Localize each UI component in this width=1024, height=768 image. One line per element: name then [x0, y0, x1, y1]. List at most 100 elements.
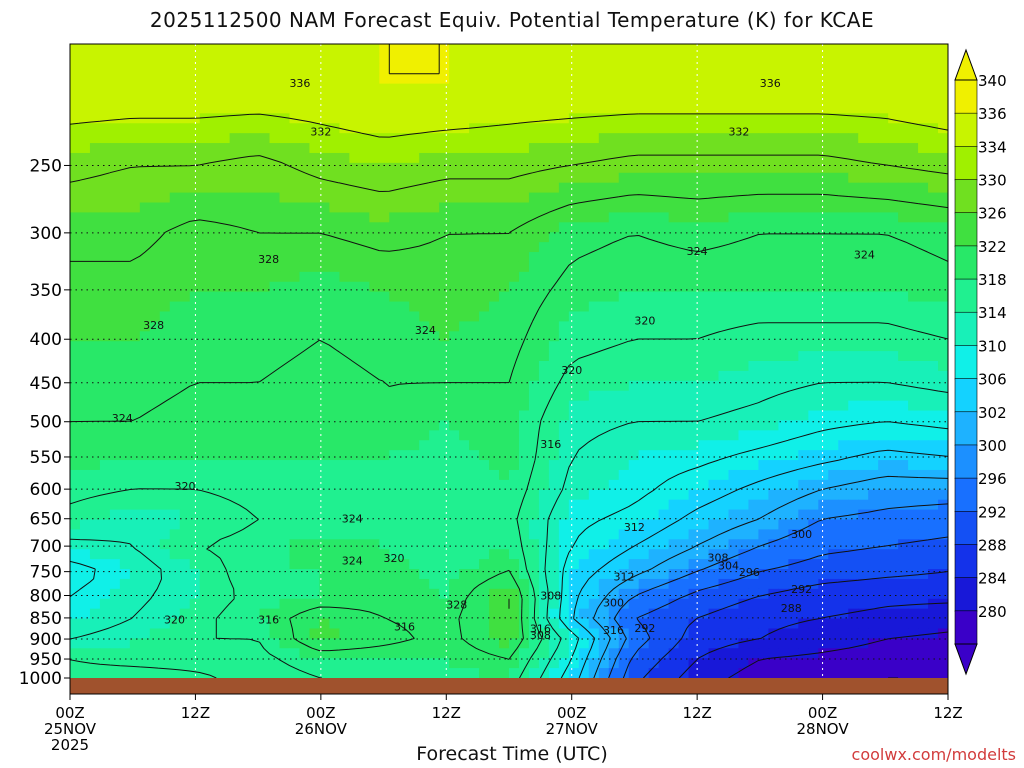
field-cell — [499, 271, 510, 283]
field-cell — [718, 291, 730, 303]
field-cell — [738, 499, 750, 511]
field-cell — [429, 182, 440, 194]
field-cell — [718, 103, 730, 114]
field-cell — [179, 578, 191, 590]
field-cell — [329, 202, 340, 214]
field-cell — [788, 261, 799, 273]
field-cell — [229, 519, 241, 531]
field-cell — [139, 143, 151, 154]
field-cell — [119, 588, 131, 600]
field-cell — [598, 93, 610, 105]
field-cell — [518, 73, 530, 85]
field-cell — [79, 499, 91, 511]
field-cell — [708, 370, 720, 382]
field-cell — [149, 73, 161, 85]
field-cell — [518, 578, 530, 590]
field-cell — [538, 93, 550, 105]
field-cell — [509, 271, 520, 283]
field-cell — [678, 370, 690, 382]
field-cell — [209, 252, 221, 263]
field-cell — [648, 509, 660, 521]
field-cell — [139, 63, 151, 75]
field-cell — [548, 291, 560, 303]
field-cell — [399, 569, 410, 580]
field-cell — [159, 509, 171, 521]
field-cell — [319, 83, 331, 95]
field-cell — [608, 440, 620, 451]
field-cell — [888, 578, 899, 590]
field-cell — [768, 271, 779, 283]
field-cell — [908, 192, 919, 204]
field-cell — [409, 370, 420, 382]
field-cell — [698, 162, 710, 174]
field-cell — [798, 450, 809, 461]
field-cell — [588, 252, 600, 263]
field-cell — [738, 301, 750, 313]
field-cell — [99, 598, 111, 610]
field-cell — [848, 73, 859, 85]
field-cell — [289, 479, 301, 491]
field-cell — [708, 569, 720, 580]
field-cell — [668, 549, 680, 560]
field-cell — [748, 103, 760, 114]
field-cell — [369, 529, 380, 540]
field-cell — [638, 430, 650, 441]
field-cell — [758, 63, 770, 75]
field-cell — [918, 450, 929, 461]
field-cell — [489, 539, 500, 550]
field-cell — [99, 152, 111, 164]
field-cell — [558, 539, 570, 550]
field-cell — [608, 242, 620, 253]
field-cell — [249, 499, 261, 511]
field-cell — [419, 598, 430, 610]
field-cell — [818, 588, 829, 600]
field-cell — [469, 400, 480, 412]
field-cell — [169, 509, 181, 521]
field-cell — [299, 529, 311, 540]
field-cell — [818, 212, 829, 223]
field-cell — [668, 202, 680, 214]
field-cell — [159, 380, 171, 392]
field-cell — [698, 242, 710, 253]
field-cell — [199, 569, 211, 580]
field-cell — [209, 123, 221, 134]
field-cell — [469, 162, 480, 174]
field-cell — [768, 569, 779, 580]
field-cell — [389, 113, 400, 124]
field-cell — [319, 281, 331, 293]
field-cell — [339, 311, 350, 322]
field-cell — [748, 162, 760, 174]
field-cell — [588, 281, 600, 293]
field-cell — [838, 588, 849, 600]
field-cell — [868, 578, 879, 590]
field-cell — [888, 440, 899, 451]
field-cell — [309, 281, 321, 293]
field-cell — [239, 578, 251, 590]
field-cell — [189, 539, 201, 550]
field-cell — [768, 341, 779, 352]
field-cell — [728, 73, 740, 85]
field-cell — [379, 539, 390, 550]
field-cell — [389, 519, 400, 531]
field-cell — [888, 341, 899, 352]
field-cell — [79, 113, 91, 124]
field-cell — [618, 202, 630, 214]
field-cell — [349, 93, 360, 105]
field-cell — [548, 400, 560, 412]
field-cell — [778, 232, 789, 243]
field-cell — [658, 559, 670, 570]
field-cell — [109, 311, 121, 322]
field-cell — [149, 162, 161, 174]
field-cell — [868, 479, 879, 491]
field-cell — [349, 460, 360, 471]
field-cell — [419, 301, 430, 313]
field-cell — [658, 390, 670, 402]
field-cell — [329, 341, 340, 352]
field-cell — [618, 351, 630, 362]
field-cell — [848, 242, 859, 253]
field-cell — [578, 133, 590, 144]
field-cell — [538, 311, 550, 322]
field-cell — [708, 123, 720, 134]
field-cell — [269, 380, 281, 392]
field-cell — [479, 460, 490, 471]
